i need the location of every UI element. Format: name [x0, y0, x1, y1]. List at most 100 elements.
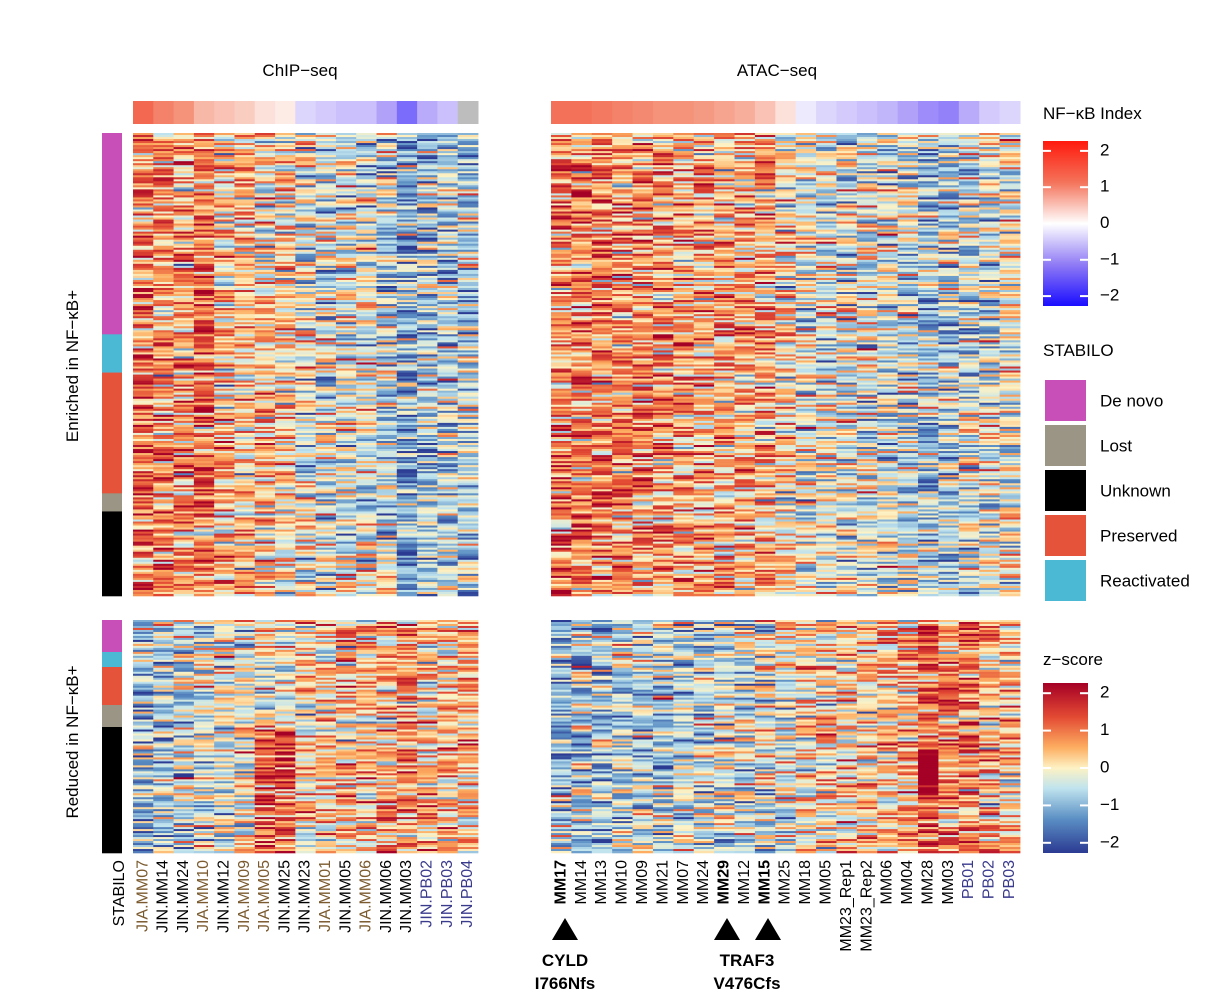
heatmap-cell	[214, 679, 235, 683]
heatmap-cell	[335, 366, 357, 369]
heatmap-cell	[214, 475, 235, 478]
heatmap-cell	[254, 306, 276, 309]
heatmap-cell	[234, 233, 256, 236]
heatmap-cell	[193, 851, 215, 854]
heatmap-cell	[376, 581, 398, 585]
heatmap-cell	[457, 318, 479, 321]
heatmap-cell	[193, 213, 215, 216]
heatmap-cell	[234, 332, 256, 335]
heatmap-cell	[214, 225, 235, 228]
heatmap-cell	[275, 819, 296, 822]
heatmap-cell	[356, 312, 377, 315]
heatmap-cell	[254, 310, 276, 313]
heatmap-cell	[437, 328, 459, 331]
heatmap-cell	[133, 459, 154, 462]
heatmap-cell	[376, 583, 398, 587]
heatmap-cell	[153, 336, 174, 339]
heatmap-cell	[315, 569, 337, 573]
heatmap-cell	[437, 428, 459, 432]
heatmap-cell	[295, 663, 317, 667]
heatmap-cell	[356, 457, 377, 460]
heatmap-cell	[315, 479, 337, 482]
heatmap-cell	[295, 147, 317, 150]
heatmap-cell	[335, 213, 357, 216]
heatmap-cell	[153, 519, 174, 522]
heatmap-cell	[356, 551, 377, 555]
heatmap-cell	[173, 177, 195, 180]
heatmap-cell	[133, 245, 154, 249]
heatmap-cell	[234, 281, 256, 285]
heatmap-cell	[173, 193, 195, 196]
heatmap-cell	[356, 348, 377, 351]
heatmap-cell	[295, 461, 317, 464]
heatmap-cell	[295, 645, 317, 649]
heatmap-cell	[214, 791, 235, 794]
heatmap-cell	[295, 386, 317, 389]
heatmap-cell	[437, 183, 459, 186]
heatmap-cell	[356, 219, 377, 222]
heatmap-cell	[275, 783, 296, 786]
heatmap-cell	[193, 318, 215, 321]
heatmap-cell	[193, 645, 215, 649]
heatmap-cell	[335, 392, 357, 395]
heatmap-cell	[254, 181, 276, 184]
heatmap-cell	[275, 416, 296, 420]
heatmap-cell	[234, 145, 256, 148]
heatmap-cell	[376, 517, 398, 520]
heatmap-cell	[396, 414, 418, 418]
heatmap-cell	[173, 845, 195, 848]
heatmap-cell	[396, 505, 418, 508]
heatmap-cell	[193, 745, 215, 748]
heatmap-cell	[254, 819, 276, 822]
heatmap-cell	[153, 213, 174, 216]
heatmap-cell	[133, 169, 154, 172]
heatmap-cell	[193, 771, 215, 774]
heatmap-cell	[275, 693, 296, 696]
nfkb-index-cell	[437, 101, 459, 124]
heatmap-cell	[214, 541, 235, 544]
heatmap-cell	[335, 551, 357, 555]
heatmap-cell	[396, 334, 418, 337]
heatmap-cell	[254, 418, 276, 422]
heatmap-cell	[254, 342, 276, 345]
heatmap-cell	[396, 509, 418, 512]
heatmap-cell	[153, 839, 174, 842]
heatmap-cell	[315, 591, 337, 595]
heatmap-cell	[173, 469, 195, 472]
heatmap-cell	[295, 408, 317, 412]
heatmap-cell	[193, 147, 215, 150]
heatmap-cell	[437, 384, 459, 387]
heatmap-cell	[214, 285, 235, 289]
heatmap-cell	[315, 314, 337, 317]
heatmap-cell	[356, 505, 377, 508]
heatmap-cell	[335, 449, 357, 452]
heatmap-cell	[214, 513, 235, 516]
heatmap-cell	[315, 382, 337, 385]
heatmap-cell	[376, 390, 398, 393]
heatmap-cell	[193, 195, 215, 198]
heatmap-cell	[376, 382, 398, 385]
heatmap-cell	[295, 769, 317, 772]
heatmap-cell	[234, 513, 256, 516]
heatmap-cell	[234, 420, 256, 424]
heatmap-cell	[234, 821, 256, 824]
heatmap-cell	[254, 663, 276, 667]
heatmap-cell	[133, 725, 154, 728]
heatmap-cell	[173, 386, 195, 389]
heatmap-cell	[315, 151, 337, 154]
heatmap-cell	[315, 269, 337, 273]
heatmap-cell	[193, 539, 215, 542]
stabilo-block	[102, 667, 122, 706]
heatmap-cell	[133, 723, 154, 726]
heatmap-cell	[457, 139, 479, 142]
heatmap-cell	[376, 147, 398, 150]
heatmap-cell	[173, 239, 195, 242]
heatmap-cell	[133, 469, 154, 472]
heatmap-cell	[254, 312, 276, 315]
heatmap-cell	[214, 487, 235, 490]
heatmap-cell	[214, 352, 235, 355]
heatmap-cell	[417, 281, 438, 285]
heatmap-cell	[254, 453, 276, 456]
heatmap-cell	[214, 428, 235, 432]
heatmap-cell	[234, 249, 256, 253]
